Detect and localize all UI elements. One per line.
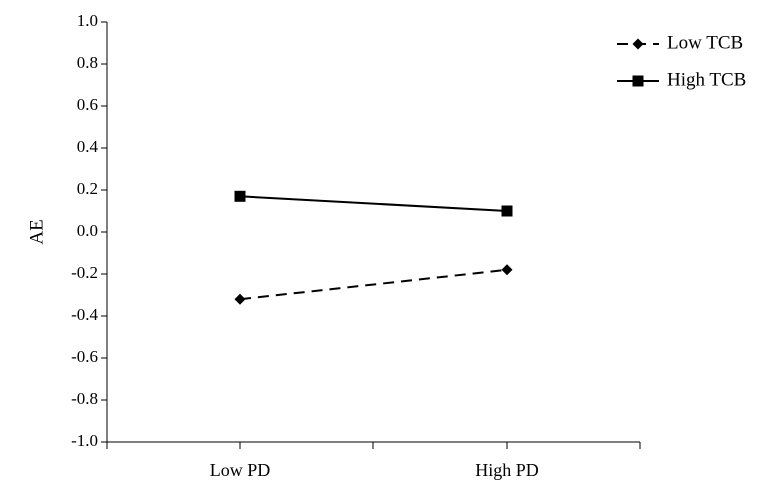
legend-marker-high-tcb: [632, 75, 644, 87]
y-tick-label: -0.8: [71, 389, 98, 408]
y-tick-label: -0.2: [71, 263, 98, 282]
x-tick-label: High PD: [475, 460, 539, 480]
y-tick-label: -1.0: [71, 431, 98, 450]
y-tick-label: -0.6: [71, 347, 98, 366]
y-tick-label: 0.4: [77, 137, 99, 156]
legend-marker-low-tcb: [632, 38, 644, 50]
data-point-low-tcb: [234, 293, 246, 305]
legend: Low TCB High TCB: [617, 32, 746, 90]
legend-label-low-tcb: Low TCB: [667, 32, 743, 53]
data-point-low-tcb: [501, 264, 513, 276]
series-high-tcb: [234, 190, 513, 217]
series-line-high-tcb: [239, 195, 508, 212]
y-axis-title: AE: [26, 219, 47, 244]
y-tick-label: 0.6: [77, 95, 98, 114]
x-tick-label: Low PD: [210, 460, 271, 480]
legend-label-high-tcb: High TCB: [667, 69, 746, 90]
y-tick-label: -0.4: [71, 305, 98, 324]
data-point-high-tcb: [501, 205, 513, 217]
x-axis: Low PD High PD: [106, 441, 641, 480]
y-tick-label: 0.0: [77, 221, 98, 240]
y-tick-label: 0.2: [77, 179, 98, 198]
series-low-tcb: [234, 264, 513, 305]
y-axis: -1.0 -0.8 -0.6 -0.4 -0.2 0.0 0.2 0.4 0.6 0.8 1.0: [71, 11, 108, 450]
series-line-low-tcb: [239, 268, 508, 301]
legend-item-high-tcb: High TCB: [617, 69, 746, 90]
series-layer: [234, 190, 513, 305]
data-point-high-tcb: [234, 190, 246, 202]
y-tick-label: 1.0: [77, 11, 98, 30]
legend-item-low-tcb: Low TCB: [617, 32, 743, 53]
y-tick-label: 0.8: [77, 53, 98, 72]
